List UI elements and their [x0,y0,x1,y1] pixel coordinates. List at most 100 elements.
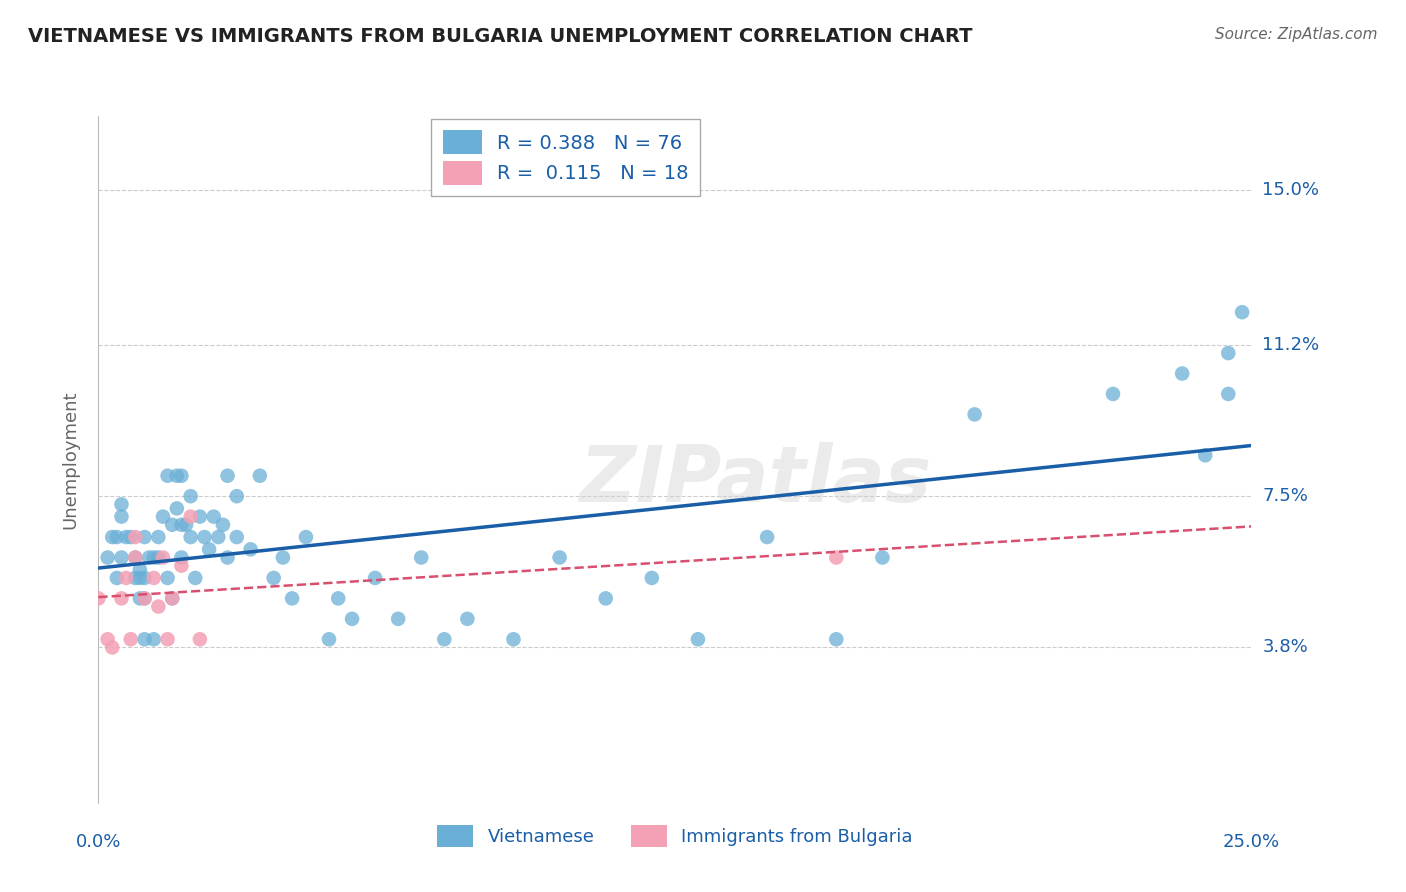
Point [129,591,152,606]
Point [115,571,138,585]
Point [212,517,235,532]
Point [148,530,170,544]
Point [180,530,202,544]
Text: Source: ZipAtlas.com: Source: ZipAtlas.com [1215,27,1378,42]
Text: 7.5%: 7.5% [1263,487,1309,505]
Point [263,571,285,585]
Point [110,550,132,565]
Y-axis label: Unemployment: Unemployment [62,390,80,529]
Point [134,591,156,606]
Point [120,632,142,647]
Point [101,530,124,544]
Point [120,530,142,544]
Point [1194,448,1216,462]
Legend: Vietnamese, Immigrants from Bulgaria: Vietnamese, Immigrants from Bulgaria [427,815,922,855]
Point [548,550,571,565]
Point [170,558,193,573]
Point [160,591,183,606]
Point [193,530,215,544]
Point [872,550,894,565]
Point [142,632,165,647]
Point [387,612,409,626]
Point [174,517,197,532]
Text: VIETNAMESE VS IMMIGRANTS FROM BULGARIA UNEMPLOYMENT CORRELATION CHART: VIETNAMESE VS IMMIGRANTS FROM BULGARIA U… [28,27,973,45]
Point [825,550,848,565]
Point [364,571,387,585]
Point [686,632,709,647]
Point [97,632,120,647]
Text: 3.8%: 3.8% [1263,639,1308,657]
Point [281,591,304,606]
Point [148,550,170,565]
Point [160,517,183,532]
Point [134,571,156,585]
Point [641,571,664,585]
Point [202,509,225,524]
Point [166,501,188,516]
Point [295,530,318,544]
Point [225,489,247,503]
Text: 0.0%: 0.0% [76,833,121,851]
Point [433,632,456,647]
Point [170,550,193,565]
Point [180,489,202,503]
Point [207,530,229,544]
Point [188,509,211,524]
Point [1218,346,1240,360]
Text: 15.0%: 15.0% [1263,180,1319,199]
Point [129,571,152,585]
Point [595,591,617,606]
Point [110,591,132,606]
Point [110,509,132,524]
Point [217,550,239,565]
Point [134,632,156,647]
Text: 25.0%: 25.0% [1223,833,1279,851]
Point [156,468,179,483]
Text: 11.2%: 11.2% [1263,336,1320,354]
Point [124,530,146,544]
Point [115,530,138,544]
Point [184,571,207,585]
Point [134,591,156,606]
Point [87,591,110,606]
Point [239,542,262,557]
Point [160,591,183,606]
Point [124,550,146,565]
Point [271,550,294,565]
Point [148,599,170,614]
Point [411,550,433,565]
Point [124,571,146,585]
Point [156,571,179,585]
Point [1171,367,1194,381]
Point [105,571,128,585]
Point [105,530,128,544]
Point [129,563,152,577]
Point [152,550,174,565]
Point [328,591,350,606]
Point [138,550,160,565]
Point [124,550,146,565]
Point [340,612,363,626]
Point [756,530,779,544]
Point [188,632,211,647]
Point [101,640,124,655]
Point [156,632,179,647]
Point [225,530,247,544]
Point [1102,387,1125,401]
Point [198,542,221,557]
Point [166,468,188,483]
Point [825,632,848,647]
Point [142,550,165,565]
Point [170,517,193,532]
Point [180,509,202,524]
Point [1218,387,1240,401]
Point [142,571,165,585]
Point [249,468,271,483]
Point [1230,305,1253,319]
Point [134,530,156,544]
Point [152,509,174,524]
Point [97,550,120,565]
Text: ZIPatlas: ZIPatlas [579,442,932,518]
Point [318,632,340,647]
Point [170,468,193,483]
